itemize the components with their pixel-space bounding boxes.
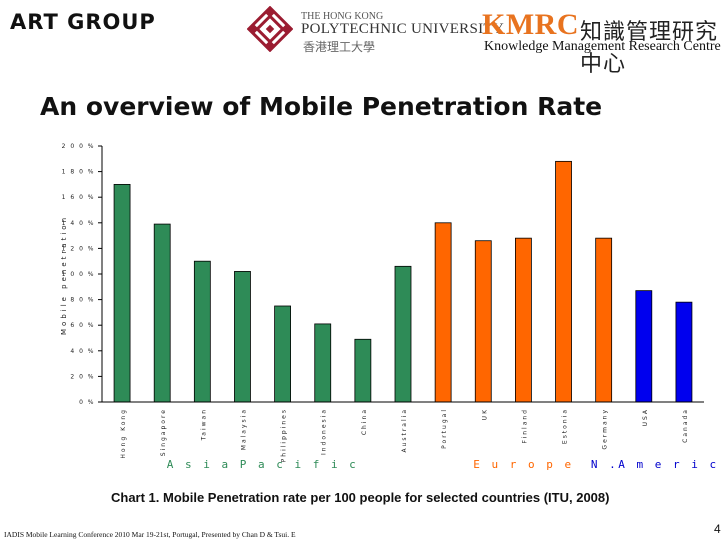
y-tick-label: 2 0 % [70, 373, 95, 380]
bar-germany [595, 237, 613, 403]
x-tick-label: Estonia [562, 408, 569, 444]
group-label-europe: E u r o p e [473, 458, 573, 471]
x-tick-label: USA [642, 408, 649, 426]
polyu-emblem-icon [247, 6, 293, 52]
group-label-asia-pacific: A s i a P a c i f i c [167, 458, 359, 471]
bar-indonesia [314, 323, 332, 403]
bar-australia [394, 265, 412, 403]
y-tick-label: 6 0 % [70, 322, 95, 329]
bar-portugal [434, 222, 452, 403]
art-group-logo: ART GROUP [10, 10, 156, 34]
y-tick-label: 1 4 0 % [62, 220, 95, 227]
x-tick-label: Malaysia [240, 408, 247, 450]
y-tick-label: 1 2 0 % [62, 245, 95, 252]
y-axis-label: Mobile penetration [60, 215, 68, 335]
y-tick-label: 1 0 0 % [62, 271, 95, 278]
bar-philippines [274, 305, 292, 403]
bar-hong-kong [113, 183, 131, 403]
kmrc-name-chinese: 知識管理研究中心 [580, 20, 719, 77]
y-tick-label: 4 0 % [70, 348, 95, 355]
y-tick-label: 1 8 0 % [62, 169, 95, 176]
x-tick-label: Singapore [160, 408, 167, 456]
kmrc-name-english: Knowledge Management Research Centre [484, 39, 721, 54]
bar-china [354, 338, 372, 403]
y-tick-label: 2 0 0 % [62, 143, 95, 150]
x-tick-label: Canada [682, 408, 689, 443]
bar-canada [675, 301, 693, 403]
y-tick-label: 1 6 0 % [62, 194, 95, 201]
x-tick-label: Philippines [281, 408, 288, 462]
x-tick-label: Indonesia [321, 408, 328, 455]
x-tick-label: Finland [521, 408, 528, 443]
x-tick-label: Taiwan [200, 408, 207, 441]
bar-usa [635, 290, 653, 403]
polyu-name-line2: POLYTECHNIC UNIVERSITY [301, 21, 505, 37]
page-number: 4 [714, 522, 721, 536]
x-tick-label: UK [481, 408, 488, 420]
bar-uk [474, 240, 492, 403]
footer-text: IADIS Mobile Learning Conference 2010 Ma… [4, 530, 296, 539]
bar-taiwan [193, 260, 211, 403]
polyu-name-line1: THE HONG KONG [301, 11, 384, 22]
x-tick-label: China [361, 408, 368, 435]
x-tick-label: Germany [602, 408, 609, 450]
slide-title: An overview of Mobile Penetration Rate [40, 92, 603, 121]
bar-malaysia [234, 271, 251, 403]
polyu-name-chinese: 香港理工大學 [303, 40, 376, 54]
x-tick-label: Portugal [441, 408, 448, 449]
group-label-n-america: N .A m e r i c a [591, 458, 728, 471]
bar-estonia [555, 160, 572, 403]
bar-singapore [153, 223, 171, 403]
kmrc-logo: KMRC [482, 8, 579, 41]
bar-finland [515, 237, 532, 403]
y-tick-label: 0 % [79, 399, 95, 406]
x-tick-label: Hong Kong [120, 408, 127, 459]
x-tick-label: Australia [401, 408, 408, 453]
y-tick-label: 8 0 % [70, 297, 95, 304]
chart-caption: Chart 1. Mobile Penetration rate per 100… [111, 490, 610, 505]
